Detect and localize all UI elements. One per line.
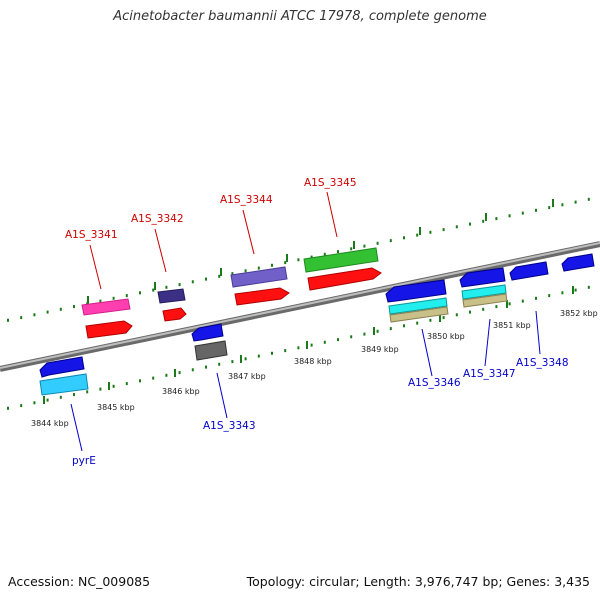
gene-label-a1s3341[interactable]: A1S_3341 [65,229,118,241]
gene-a1s3343-feature[interactable] [194,340,228,361]
gene-pyre-cds[interactable] [39,356,85,378]
gene-a1s3345-feature[interactable] [303,247,379,273]
gene-label-a1s3346[interactable]: A1S_3346 [408,377,461,389]
gene-a1s3342-feature[interactable] [157,288,186,304]
gene-pyre-feature[interactable] [39,373,89,396]
leader-lines [70,191,541,452]
leader-a1s3346 [421,328,433,377]
gene-next-cds[interactable] [561,253,595,272]
gene-a1s3347-feature[interactable] [461,284,507,300]
top-strand-genes [81,247,382,339]
gene-label-a1s3344[interactable]: A1S_3344 [220,194,273,206]
gene-a1s3341-feature[interactable] [81,298,131,316]
gene-a1s3342-cds[interactable] [162,307,187,322]
kbp-label: 3844 kbp [31,419,69,428]
kbp-label: 3845 kbp [97,403,135,412]
genome-summary: Topology: circular; Length: 3,976,747 bp… [246,574,590,589]
page-title: Acinetobacter baumannii ATCC 17978, comp… [113,9,487,24]
gene-a1s3348-cds[interactable] [509,261,549,281]
accession-text: Accession: NC_009085 [8,574,151,589]
gene-label-a1s3347[interactable]: A1S_3347 [463,368,516,380]
leader-a1s3342 [154,228,167,273]
gene-a1s3344-feature[interactable] [230,266,288,288]
gene-a1s3346-cds[interactable] [385,279,447,303]
kbp-label: 3851 kbp [493,321,531,330]
gene-a1s3341-cds[interactable] [85,320,133,339]
gene-a1s3345-cds[interactable] [307,267,382,291]
leader-a1s3341 [89,244,102,290]
gene-a1s3347-cds[interactable] [459,267,506,288]
kbp-label: 3847 kbp [228,372,266,381]
kbp-label: 3850 kbp [427,332,465,341]
genome-axis-highlight [0,242,600,369]
gene-a1s3346-feature[interactable] [388,297,448,315]
bottom-strand-genes [39,253,595,396]
gene-label-a1s3343[interactable]: A1S_3343 [203,420,256,432]
leader-a1s3348 [535,310,541,355]
gene-a1s3344-cds[interactable] [234,287,290,306]
kbp-label: 3849 kbp [361,345,399,354]
gene-a1s3343-cds[interactable] [191,323,224,342]
gene-a1s3347-misc[interactable] [462,293,508,308]
gene-label-a1s3342[interactable]: A1S_3342 [131,213,184,225]
leader-a1s3344 [242,209,255,255]
kbp-label: 3846 kbp [162,387,200,396]
gene-label-a1s3345[interactable]: A1S_3345 [304,177,357,189]
gene-label-pyre[interactable]: pyrE [72,455,96,467]
leader-a1s3343 [216,372,228,419]
gene-a1s3346-misc[interactable] [389,306,449,323]
gene-labels: A1S_3341 A1S_3342 A1S_3344 A1S_3345 pyrE… [65,177,569,467]
scale-ticks [7,197,590,410]
gene-label-a1s3348[interactable]: A1S_3348 [516,357,569,369]
kbp-labels: 3844 kbp 3845 kbp 3846 kbp 3847 kbp 3848… [31,309,598,428]
leader-pyre [70,403,83,452]
kbp-label: 3852 kbp [560,309,598,318]
leader-a1s3347 [484,318,491,367]
leader-a1s3345 [326,191,338,238]
kbp-label: 3848 kbp [294,357,332,366]
